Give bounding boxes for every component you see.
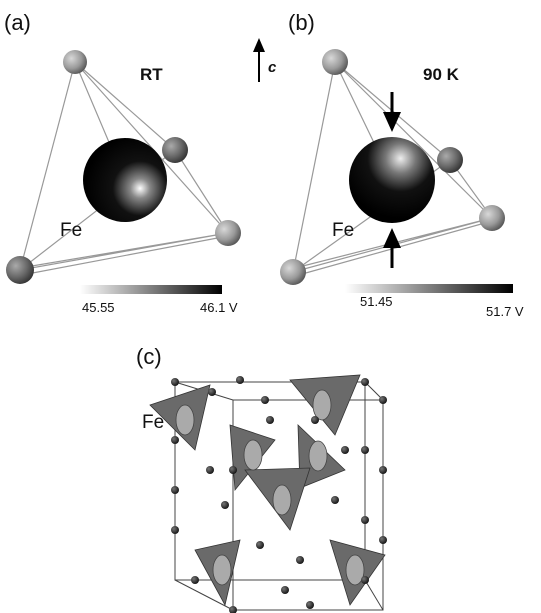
color-scale	[80, 285, 222, 294]
fe-atom	[83, 138, 167, 222]
condition: 90 K	[423, 65, 460, 84]
scale-min: 51.45	[360, 294, 393, 309]
figure: (a) RT Fe 45.55 46.1 V c (b) 90 K	[0, 0, 541, 613]
atom-label: Fe	[332, 220, 354, 241]
atom-label: Fe	[142, 412, 164, 433]
axis-label: c	[268, 59, 277, 76]
fe-atom	[349, 137, 435, 223]
ligand-atom	[162, 137, 188, 163]
scale-min: 45.55	[82, 300, 115, 315]
c-axis: c	[253, 38, 277, 82]
panel-b: (b) 90 K Fe 51.45 51.7 V	[280, 10, 524, 319]
ligand-atom	[437, 147, 463, 173]
ligand-atom	[6, 256, 34, 284]
panel-label: (b)	[288, 10, 315, 35]
condition: RT	[140, 65, 163, 84]
scale-max: 46.1 V	[200, 300, 238, 315]
panel-label: (c)	[136, 344, 162, 369]
panel-a: (a) RT Fe 45.55 46.1 V	[4, 10, 241, 315]
atom-label: Fe	[60, 220, 82, 241]
ligand-atom	[280, 259, 306, 285]
ligand-atom	[322, 49, 348, 75]
ligand-atom	[215, 220, 241, 246]
ligand-atom	[63, 50, 87, 74]
scale-max: 51.7 V	[486, 304, 524, 319]
panel-label: (a)	[4, 10, 31, 35]
color-scale	[345, 284, 513, 293]
panel-c: (c)	[136, 344, 387, 613]
ligand-atom	[479, 205, 505, 231]
